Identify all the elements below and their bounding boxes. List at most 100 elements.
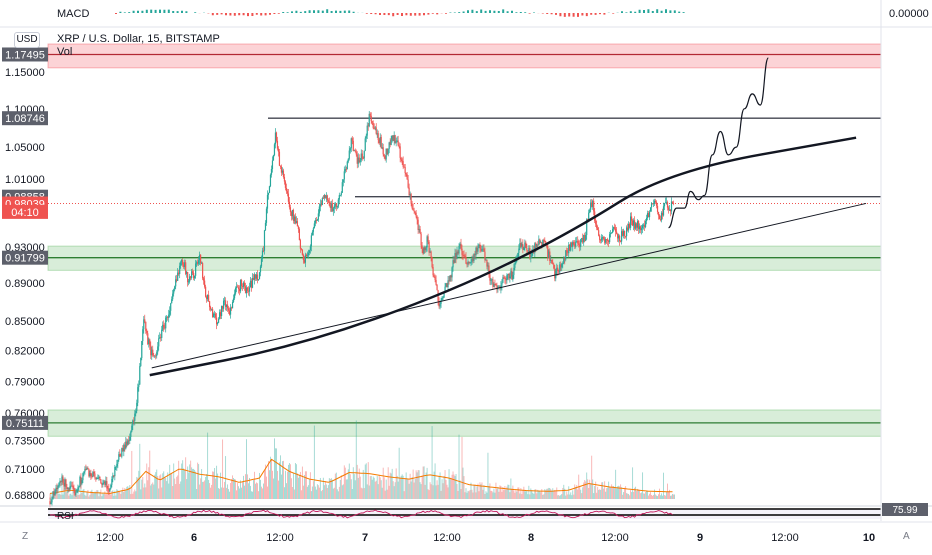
candle	[656, 203, 659, 215]
candle	[280, 164, 283, 176]
candle-body	[207, 294, 209, 300]
volume-bar	[215, 478, 217, 499]
volume-bar	[208, 479, 210, 499]
volume-bar	[303, 474, 305, 499]
volume-bar	[293, 489, 295, 499]
candle	[615, 224, 617, 237]
candle-body	[401, 159, 403, 162]
candle	[200, 254, 202, 266]
candle-body	[628, 223, 630, 231]
candle	[325, 192, 327, 203]
volume-bar	[495, 482, 497, 499]
candle	[75, 488, 77, 497]
candle-body	[383, 154, 385, 157]
volume-bar	[478, 491, 480, 499]
volume-bar	[343, 465, 345, 499]
volume-bar	[167, 472, 169, 499]
volume-bar	[444, 470, 446, 499]
volume-bar	[280, 474, 282, 499]
candle	[103, 479, 105, 485]
volume-bar	[425, 472, 427, 499]
candle-body	[292, 209, 295, 221]
volume-bar	[469, 489, 471, 499]
candle-body	[607, 239, 609, 241]
volume-bar	[267, 486, 268, 499]
volume-bar	[417, 470, 419, 499]
candle-body	[610, 233, 612, 235]
candle	[391, 135, 393, 143]
candle	[379, 133, 381, 147]
candle-body	[670, 201, 673, 212]
candle	[190, 275, 192, 281]
candle-body	[572, 242, 574, 247]
volume-bar	[111, 490, 113, 499]
candle	[244, 282, 247, 294]
candle	[87, 466, 89, 470]
candle-body	[151, 349, 153, 356]
volume-bar	[229, 491, 231, 499]
candle-body	[625, 235, 627, 237]
volume-bar	[271, 459, 272, 499]
candle-body	[237, 287, 240, 289]
zoom-icon[interactable]: Z	[22, 531, 29, 542]
volume-bar	[391, 468, 393, 499]
candle	[507, 273, 509, 280]
candle-body	[549, 251, 551, 261]
volume-bar	[487, 452, 489, 499]
candle-body	[469, 262, 471, 264]
candle	[214, 310, 216, 319]
candle-body	[192, 271, 194, 274]
candle	[253, 272, 256, 285]
candle-body	[648, 211, 651, 218]
candle-body	[623, 230, 625, 236]
candle-body	[61, 476, 63, 482]
volume-bar	[336, 489, 338, 499]
volume-ma-line	[49, 458, 673, 495]
candle	[383, 153, 385, 159]
candle-body	[498, 286, 500, 288]
candle	[352, 137, 354, 152]
candle	[604, 236, 606, 245]
candle	[165, 315, 167, 333]
candle	[412, 203, 414, 211]
candle	[421, 241, 423, 254]
candle	[342, 179, 344, 187]
volume-bar	[560, 494, 562, 499]
candle	[547, 244, 549, 261]
volume-bar	[410, 481, 412, 499]
volume-bar	[333, 487, 335, 499]
candle-body	[527, 250, 529, 252]
candle	[402, 156, 404, 170]
candle	[548, 249, 550, 258]
volume-bar	[622, 494, 624, 499]
candle-body	[376, 133, 378, 135]
volume-bar	[523, 486, 525, 499]
candle-body	[359, 160, 361, 163]
volume-bar	[285, 483, 287, 499]
candle-body	[308, 250, 310, 253]
candle-body	[250, 280, 253, 288]
auto-scale-icon[interactable]: A	[903, 531, 910, 542]
candle	[540, 240, 542, 244]
candle-body	[552, 263, 554, 265]
volume-bar	[375, 480, 377, 499]
candle-body	[416, 216, 418, 220]
candle-body	[584, 234, 586, 241]
volume-bar	[660, 495, 661, 499]
candle	[416, 215, 418, 225]
volume-bar	[465, 488, 467, 499]
candle-body	[371, 121, 373, 124]
candle	[218, 309, 221, 320]
candle	[568, 242, 570, 258]
volume-bar	[616, 488, 618, 499]
volume-bar	[398, 447, 400, 499]
candle	[385, 148, 387, 163]
volume-bar	[257, 483, 258, 499]
currency-button[interactable]: USD	[14, 32, 40, 48]
candle-body	[455, 253, 457, 259]
candle-body	[178, 272, 180, 275]
volume-bar	[68, 495, 70, 499]
candle	[460, 238, 462, 251]
candle	[406, 172, 408, 180]
